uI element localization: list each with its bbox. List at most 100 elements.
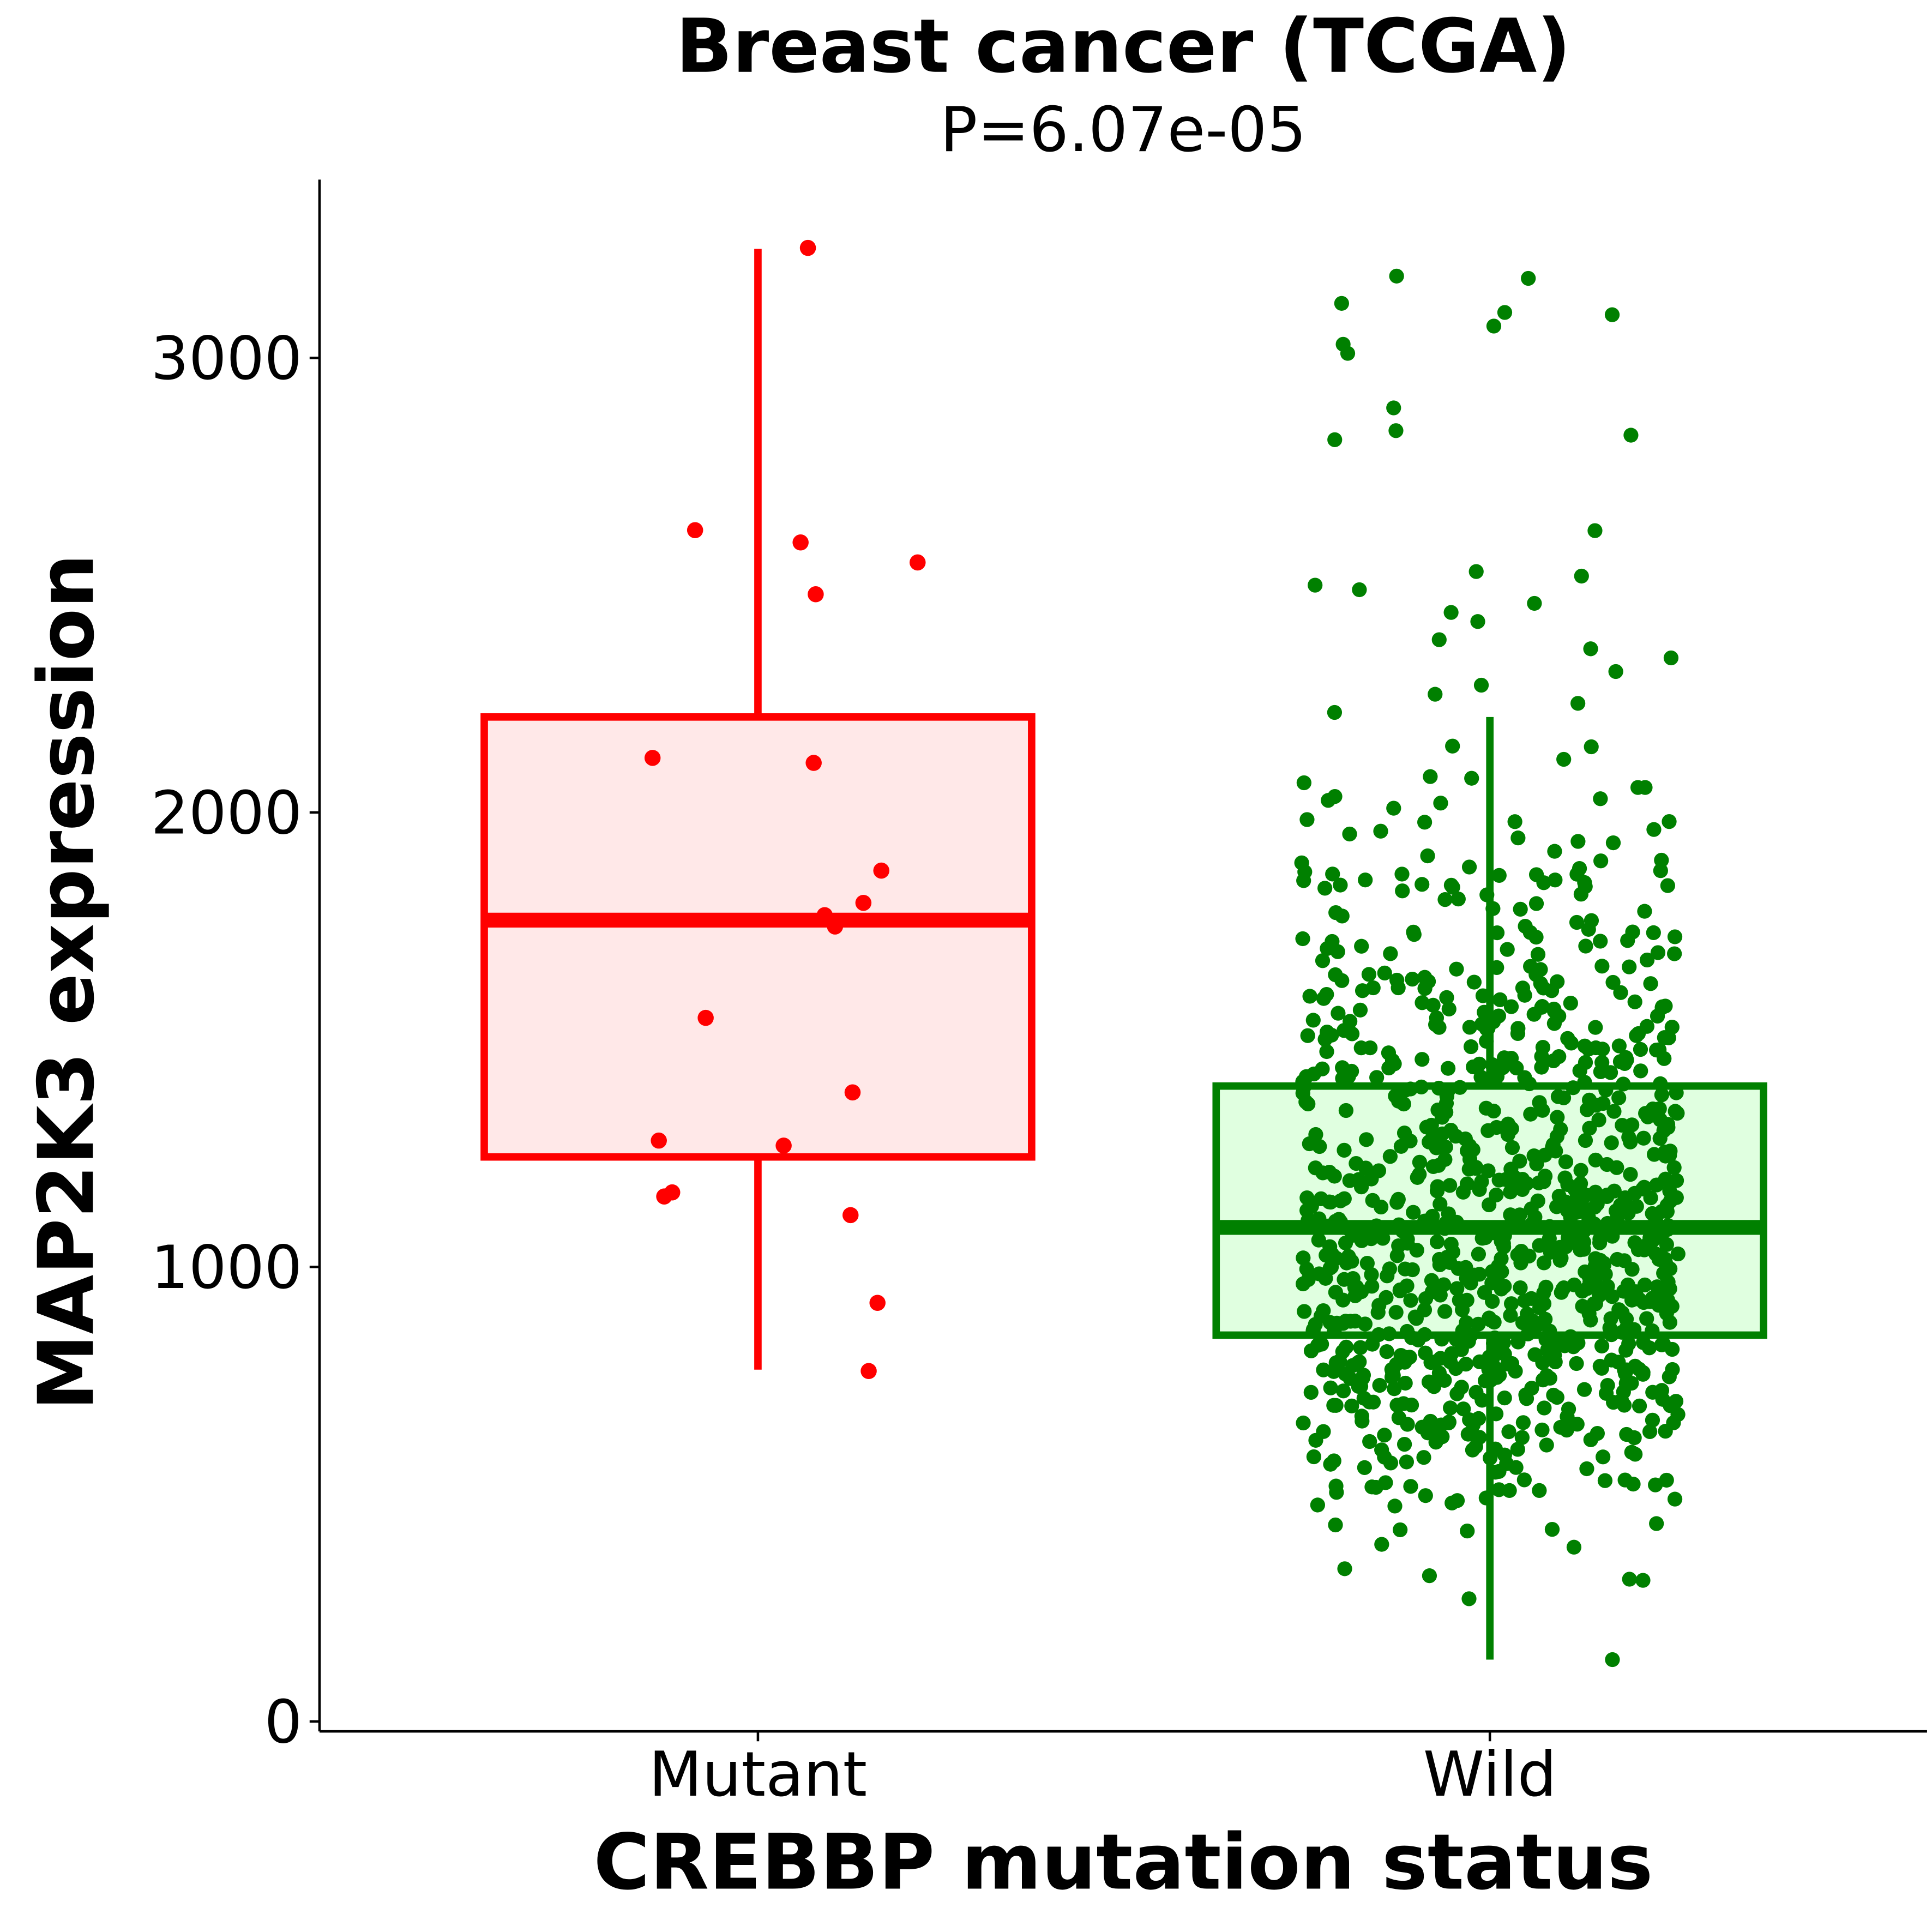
mutant-data-point: [697, 1009, 714, 1026]
wild-data-point: [1566, 1539, 1582, 1555]
wild-data-point: [1303, 1343, 1319, 1358]
wild-data-point: [1491, 1482, 1507, 1497]
wild-data-point: [1527, 1347, 1543, 1362]
wild-data-point: [1627, 1430, 1642, 1446]
wild-data-point: [1337, 1142, 1352, 1158]
wild-data-point: [1454, 1380, 1469, 1395]
wild-data-point: [1386, 801, 1401, 816]
wild-data-point: [1462, 1020, 1477, 1035]
wild-data-point: [1435, 1140, 1450, 1155]
mutant-data-point: [644, 750, 661, 766]
chart-title: Breast cancer (TCGA): [676, 4, 1570, 90]
wild-data-point: [1318, 1271, 1333, 1286]
wild-data-point: [1510, 1442, 1525, 1457]
wild-data-point: [1317, 881, 1333, 896]
wild-data-point: [1343, 1314, 1358, 1329]
wild-data-point: [1659, 1472, 1674, 1488]
wild-data-point: [1528, 929, 1544, 945]
wild-data-point: [1472, 1267, 1487, 1282]
wild-data-point: [1420, 848, 1435, 864]
wild-data-point: [1296, 775, 1311, 791]
wild-data-point: [1570, 696, 1586, 711]
wild-data-point: [1532, 1238, 1547, 1253]
wild-data-point: [1667, 1491, 1683, 1507]
wild-data-point: [1552, 1253, 1568, 1268]
wild-data-point: [1435, 1429, 1450, 1445]
wild-data-point: [1594, 1338, 1610, 1354]
wild-data-point: [1439, 990, 1454, 1006]
wild-data-point: [1431, 1020, 1447, 1035]
wild-data-point: [1466, 1417, 1481, 1433]
wild-data-point: [1578, 1188, 1594, 1203]
wild-data-point: [1362, 1434, 1377, 1449]
wild-data-point: [1594, 959, 1610, 974]
wild-data-point: [1358, 872, 1373, 888]
wild-data-point: [1602, 1223, 1617, 1238]
wild-data-point: [1331, 1006, 1346, 1021]
wild-data-point: [1572, 1063, 1587, 1079]
wild-data-point: [1319, 986, 1334, 1002]
wild-data-point: [1462, 1138, 1477, 1153]
wild-data-point: [1636, 1242, 1652, 1257]
wild-data-point: [1448, 1361, 1464, 1376]
wild-data-point: [1404, 1330, 1419, 1345]
wild-data-point: [1567, 1277, 1582, 1292]
wild-data-point: [1364, 1479, 1380, 1495]
wild-data-point: [1477, 1373, 1493, 1388]
wild-data-point: [1399, 1454, 1415, 1470]
wild-data-point: [1538, 1311, 1553, 1327]
wild-data-point: [1369, 1218, 1384, 1233]
wild-data-point: [1430, 1179, 1445, 1194]
wild-data-point: [1323, 1456, 1338, 1472]
wild-data-point: [1521, 1076, 1537, 1092]
wild-data-point: [1604, 1352, 1619, 1368]
wild-data-point: [1485, 1293, 1500, 1309]
wild-data-point: [1442, 1178, 1458, 1193]
wild-data-point: [1657, 1251, 1672, 1267]
wild-data-point: [1669, 1085, 1684, 1100]
wild-data-point: [1628, 1447, 1643, 1462]
wild-data-point: [1379, 1344, 1394, 1359]
wild-data-point: [1534, 1049, 1549, 1064]
wild-data-point: [1343, 1014, 1358, 1029]
wild-data-point: [1363, 1040, 1378, 1056]
wild-data-point: [1559, 1423, 1574, 1438]
wild-data-point: [1576, 1382, 1592, 1397]
wild-data-point: [1483, 1450, 1498, 1466]
wild-data-point: [1650, 1279, 1665, 1295]
wild-data-point: [1344, 1398, 1359, 1413]
wild-data-point: [1359, 1132, 1374, 1147]
wild-data-point: [1534, 1000, 1549, 1015]
wild-data-point: [1605, 974, 1621, 990]
wild-data-point: [1536, 875, 1551, 890]
wild-data-point: [1480, 1123, 1496, 1139]
y-tick-label: 2000: [151, 778, 302, 847]
wild-data-point: [1389, 1248, 1405, 1263]
wild-data-point: [1600, 1279, 1615, 1294]
wild-data-point: [1357, 1316, 1373, 1332]
wild-data-point: [1423, 1413, 1438, 1429]
wild-data-point: [1381, 1045, 1397, 1061]
wild-data-point: [1536, 1255, 1552, 1271]
wild-data-point: [1667, 929, 1683, 944]
wild-data-point: [1618, 1311, 1634, 1327]
wild-data-point: [1325, 866, 1340, 882]
wild-data-point: [1639, 1019, 1654, 1034]
wild-data-point: [1478, 1490, 1494, 1506]
mutant-data-point: [816, 907, 833, 924]
wild-data-point: [1503, 1184, 1518, 1200]
wild-data-point: [1588, 1152, 1603, 1167]
wild-data-point: [1604, 1135, 1619, 1151]
wild-data-point: [1491, 1259, 1506, 1274]
wild-data-point: [1296, 1415, 1311, 1431]
wild-data-point: [1560, 1177, 1575, 1193]
wild-data-point: [1507, 814, 1522, 829]
wild-data-point: [1556, 751, 1572, 767]
wild-data-point: [1654, 1087, 1670, 1103]
wild-data-point: [1563, 1036, 1579, 1051]
wild-data-point: [1492, 992, 1508, 1008]
mutant-data-point: [910, 554, 926, 571]
wild-data-point: [1459, 1315, 1474, 1331]
wild-data-point: [1637, 904, 1652, 919]
